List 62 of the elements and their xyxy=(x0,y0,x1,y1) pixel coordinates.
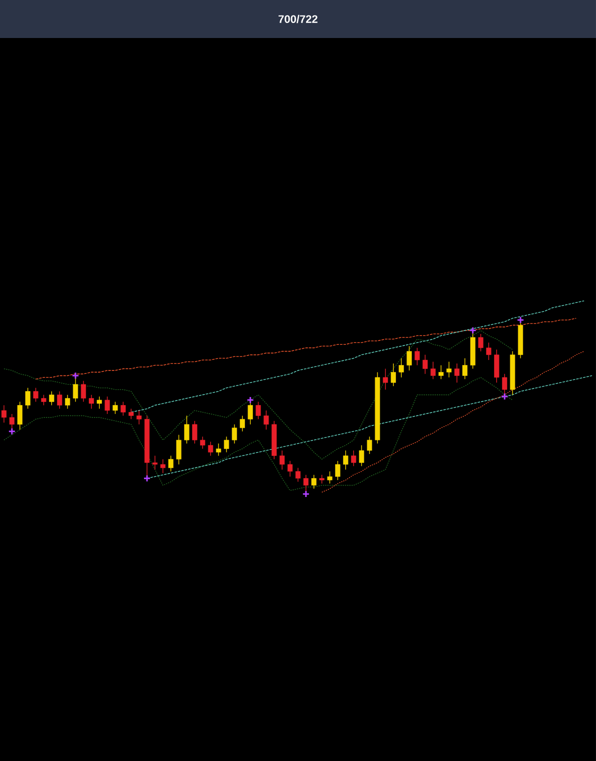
candlestick xyxy=(486,342,492,360)
candlestick xyxy=(57,390,62,410)
point xyxy=(470,327,476,334)
candlestick xyxy=(88,394,94,410)
candlestick xyxy=(454,363,460,383)
candlestick xyxy=(33,388,38,402)
candlestick xyxy=(80,380,86,402)
candlestick xyxy=(216,443,222,456)
candlestick xyxy=(390,363,396,386)
candlestick xyxy=(224,436,230,453)
candlestick xyxy=(1,404,7,423)
candlestick xyxy=(359,444,364,466)
candlestick xyxy=(136,410,142,425)
candlestick xyxy=(112,401,118,414)
candlestick xyxy=(494,349,500,383)
candlestick xyxy=(288,460,293,477)
candlestick xyxy=(17,401,22,430)
candlestick xyxy=(422,354,428,374)
candlestick xyxy=(280,450,285,470)
candlestick xyxy=(335,460,340,480)
chart-title: 700/722 xyxy=(278,14,318,24)
candlestick xyxy=(462,358,468,380)
candlestick xyxy=(96,396,102,410)
candlestick xyxy=(25,388,30,410)
candlestick xyxy=(478,334,484,352)
candlestick xyxy=(438,364,444,380)
candlestick xyxy=(430,361,436,380)
candlestick xyxy=(104,396,110,414)
candlestick xyxy=(351,450,356,466)
candlestick xyxy=(120,401,126,416)
candlestick xyxy=(232,424,237,444)
candlestick xyxy=(192,420,198,444)
candlestick xyxy=(152,455,158,470)
candlestick xyxy=(168,455,174,472)
candlestick xyxy=(65,394,70,410)
candlestick xyxy=(311,474,316,490)
point xyxy=(72,372,78,379)
point xyxy=(502,394,508,400)
candlestick xyxy=(327,471,332,484)
candlestick xyxy=(264,410,269,430)
point xyxy=(8,428,15,434)
candlestick xyxy=(256,401,261,420)
candlestick xyxy=(382,368,388,390)
point xyxy=(302,490,309,497)
candlestick xyxy=(366,436,372,454)
candlestick xyxy=(240,415,245,432)
point xyxy=(247,397,254,404)
candlestick xyxy=(49,390,54,406)
candlestick xyxy=(208,441,214,456)
candlestick xyxy=(406,346,412,371)
candlestick xyxy=(200,436,206,450)
candlestick xyxy=(398,358,404,378)
candlestick xyxy=(414,347,420,366)
candlestick xyxy=(184,415,190,444)
candlestick xyxy=(41,394,46,406)
candlestick xyxy=(160,458,166,474)
candlestick xyxy=(128,408,134,420)
point xyxy=(144,475,150,482)
candlestick xyxy=(446,361,452,378)
candlestick xyxy=(295,468,301,482)
candlestick xyxy=(343,450,348,470)
candlestick xyxy=(176,434,182,465)
